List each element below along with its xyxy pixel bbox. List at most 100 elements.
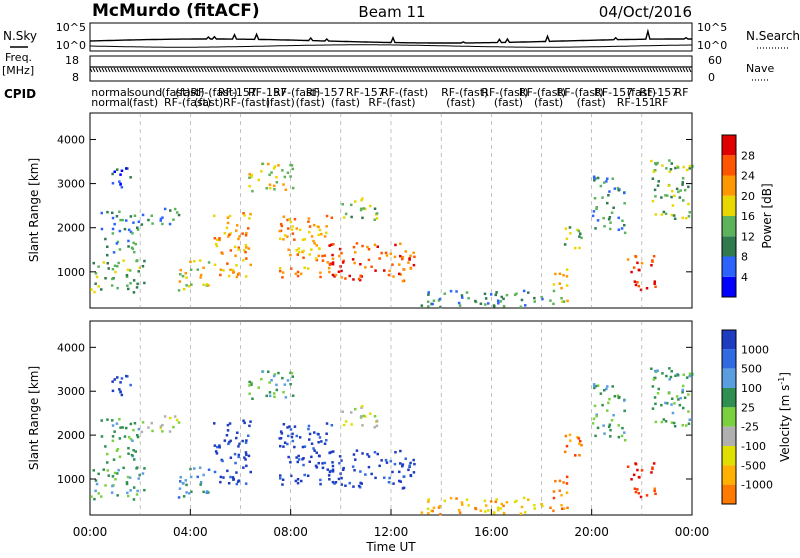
- velocity-echo-cell: [116, 376, 119, 379]
- power-echo-cell: [413, 255, 416, 259]
- velocity-echo-cell: [275, 383, 278, 387]
- power-colorbar-tick-label: 24: [741, 170, 755, 183]
- velocity-echo-cell: [318, 436, 322, 439]
- velocity-echo-cell: [576, 436, 579, 439]
- power-echo-cell: [340, 252, 343, 255]
- velocity-echo-cell: [213, 470, 217, 474]
- velocity-echo-cell: [100, 435, 104, 438]
- velocity-echo-cell: [100, 495, 103, 498]
- power-echo-cell: [115, 242, 119, 245]
- power-echo-cell: [278, 229, 281, 233]
- power-echo-cell: [682, 165, 685, 169]
- power-echo-cell: [661, 164, 664, 167]
- power-echo-cell: [361, 197, 364, 200]
- power-echo-cell: [132, 279, 136, 282]
- power-echo-cell: [554, 272, 557, 276]
- velocity-echo-cell: [683, 396, 687, 399]
- power-echo-cell: [173, 207, 177, 211]
- velocity-echo-cell: [562, 481, 565, 484]
- velocity-echo-cell: [688, 374, 691, 378]
- velocity-echo-cell: [231, 476, 235, 479]
- power-echo-cell: [268, 183, 272, 186]
- power-echo-cell: [143, 281, 146, 285]
- velocity-echo-cell: [321, 462, 324, 465]
- power-echo-cell: [104, 277, 107, 280]
- velocity-echo-cell: [104, 445, 107, 448]
- velocity-echo-cell: [317, 461, 320, 465]
- power-echo-cell: [328, 244, 331, 247]
- velocity-echo-cell: [219, 480, 222, 484]
- freq-mark: [225, 67, 228, 73]
- velocity-echo-cell: [601, 403, 604, 407]
- cpid-label-row2: (fast): [296, 96, 325, 109]
- velocity-echo-cell: [672, 421, 676, 425]
- freq-mark: [622, 67, 626, 73]
- velocity-echo-cell: [375, 424, 379, 428]
- freq-mark: [152, 67, 156, 73]
- velocity-echo-cell: [593, 386, 596, 390]
- freq-mark: [231, 67, 234, 73]
- power-echo-cell: [533, 296, 536, 300]
- power-echo-cell: [296, 274, 300, 278]
- freq-mark: [197, 67, 201, 73]
- velocity-echo-cell: [136, 435, 140, 439]
- power-echo-cell: [219, 268, 223, 271]
- velocity-echo-cell: [140, 430, 144, 434]
- power-echo-cell: [357, 277, 361, 281]
- power-echo-cell: [320, 232, 323, 236]
- power-echo-cell: [385, 254, 389, 257]
- velocity-echo-cell: [654, 420, 658, 424]
- power-echo-cell: [315, 258, 319, 262]
- power-echo-cell: [232, 270, 235, 274]
- velocity-colorbar-tick-label: 500: [741, 363, 762, 376]
- power-echo-cell: [634, 283, 638, 287]
- power-colorbar-ticks: 28 24 20 16 12 8 4: [741, 149, 755, 284]
- velocity-echo-cell: [578, 454, 581, 457]
- power-echo-cell: [616, 186, 620, 190]
- velocity-echo-cell: [623, 439, 627, 442]
- velocity-echo-cell: [107, 474, 110, 477]
- power-echo-cell: [205, 283, 209, 286]
- power-echo-cell: [289, 220, 293, 224]
- velocity-echo-cell: [505, 501, 509, 504]
- velocity-echo-cell: [636, 488, 639, 491]
- freq-mark: [173, 67, 177, 73]
- power-echo-cell: [261, 162, 264, 166]
- velocity-echo-cell: [237, 453, 241, 457]
- power-echo-cell: [228, 214, 232, 218]
- freq-tick-bottom: 8: [72, 71, 79, 84]
- velocity-echo-cell: [330, 424, 334, 427]
- power-echo-cell: [654, 285, 657, 288]
- velocity-echo-cell: [522, 496, 526, 500]
- freq-mark: [408, 67, 412, 73]
- power-echo-cell: [134, 242, 137, 246]
- velocity-echo-cell: [687, 422, 691, 425]
- velocity-echo-cell: [245, 439, 248, 442]
- power-echo-cell: [495, 291, 498, 294]
- freq-mark: [294, 67, 298, 73]
- freq-mark: [375, 67, 379, 73]
- cpid-label-row2: (fast): [534, 96, 563, 109]
- power-echo-cell: [479, 302, 483, 305]
- velocity-echo-cell: [654, 402, 657, 406]
- freq-mark: [143, 67, 147, 73]
- power-echo-cell: [670, 213, 674, 217]
- power-echo-cell: [140, 223, 144, 226]
- velocity-colorbar-tick-label: -1000: [741, 479, 773, 492]
- power-echo-cell: [161, 222, 164, 226]
- power-echo-cell: [660, 196, 663, 199]
- power-echo-cell: [118, 180, 121, 183]
- velocity-echo-cell: [169, 416, 172, 420]
- power-echo-cell: [609, 221, 612, 224]
- cpid-label-row1: RF-157: [639, 86, 678, 99]
- power-echo-cell: [182, 288, 186, 291]
- velocity-echo-cell: [353, 469, 356, 472]
- power-echo-cell: [340, 269, 343, 273]
- power-echo-cell: [662, 210, 666, 214]
- velocity-echo-cell: [106, 469, 109, 472]
- power-echo-cell: [484, 303, 487, 306]
- y-tick-label: 4000: [57, 133, 85, 146]
- power-echo-cell: [679, 189, 682, 192]
- freq-mark: [366, 67, 370, 73]
- velocity-echo-cell: [620, 434, 624, 438]
